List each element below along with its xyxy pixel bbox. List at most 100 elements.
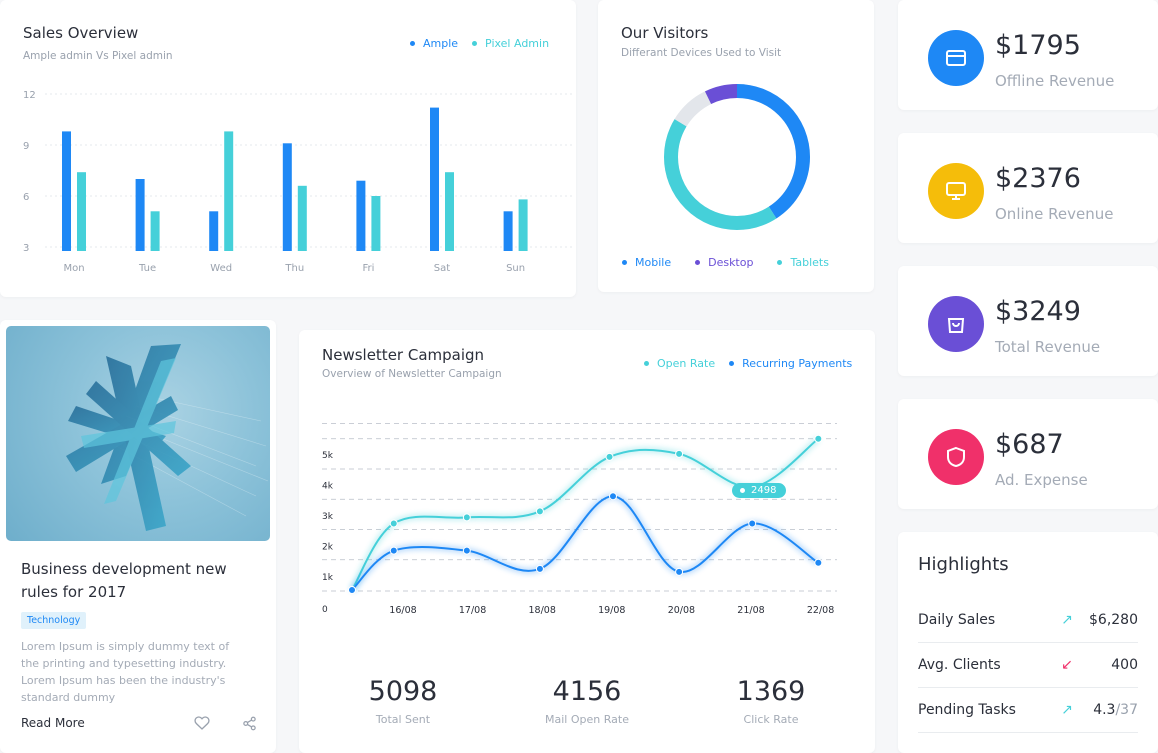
x-tick-label: Sat [434, 263, 450, 274]
x-tick-label: Thu [284, 263, 304, 274]
highlight-name: Daily Sales [918, 612, 996, 628]
highlight-row-daily-sales[interactable]: Daily Sales ↗ $6,280 [918, 598, 1138, 643]
bar [503, 211, 513, 251]
stat-value: 5098 [368, 676, 438, 707]
data-point [348, 586, 356, 594]
legend-mobile[interactable]: Mobile [622, 256, 671, 269]
blog-title[interactable]: Business development new rules for 2017 [21, 560, 227, 601]
stat-label: Click Rate [743, 713, 799, 726]
share-icon[interactable] [242, 716, 257, 735]
y-tick-label: 3 [23, 243, 29, 254]
bar [371, 196, 381, 251]
newsletter-subtitle: Overview of Newsletter Campaign [322, 368, 502, 380]
bar [356, 180, 366, 251]
blog-image[interactable] [6, 326, 270, 541]
x-tick-label: Sun [506, 263, 525, 274]
legend-pixel-admin[interactable]: Pixel Admin [472, 37, 549, 50]
bar [77, 172, 86, 251]
x-tick-label: 18/08 [529, 605, 556, 616]
x-tick-label: Fri [362, 263, 374, 274]
arrow-up-right-icon: ↗ [1061, 612, 1073, 628]
newsletter-line-chart: 0 1k 2k 3k 4k 5k 16/08 17/08 18/08 19/08 20/08 21/0… [322, 423, 837, 616]
data-point [462, 546, 471, 555]
sales-subtitle: Ample admin Vs Pixel admin [23, 50, 173, 62]
data-point [605, 452, 614, 461]
arrow-down-left-icon: ↙ [1061, 657, 1073, 673]
legend-open-rate[interactable]: Open Rate [644, 357, 715, 370]
legend-label: Tablets [790, 256, 829, 269]
data-point [535, 507, 544, 516]
stat-value: 1369 [736, 676, 806, 707]
highlight-name: Pending Tasks [918, 702, 1016, 718]
x-tick-label: 16/08 [389, 605, 416, 616]
blog-body: Lorem Ipsum is simply dummy text of the … [21, 640, 230, 704]
y-tick-label: 3k [322, 512, 334, 522]
donut-slice-tablets [664, 84, 810, 230]
x-tick-label: 22/08 [807, 605, 834, 616]
legend-desktop[interactable]: Desktop [695, 256, 753, 269]
visitors-card: Our Visitors Differant Devices Used to V… [598, 0, 874, 292]
x-tick-label: 17/08 [459, 605, 486, 616]
stat-total-sent: 5098 Total Sent [351, 676, 455, 726]
blog-artwork [66, 344, 269, 531]
legend-dot [777, 260, 783, 265]
legend-tablets[interactable]: Tablets [777, 256, 829, 269]
highlight-value-main: 400 [1111, 657, 1138, 673]
stat-mail-open-rate: 4156 Mail Open Rate [527, 676, 647, 726]
y-tick-label: 4k [322, 482, 334, 492]
legend-dot [622, 260, 627, 265]
stat-value: 4156 [552, 676, 622, 707]
stat-click-rate: 1369 Click Rate [719, 676, 823, 726]
data-point [675, 567, 684, 576]
legend-label: Open Rate [657, 357, 716, 370]
y-tick-label: 5k [322, 451, 334, 461]
legend-recurring-payments[interactable]: Recurring Payments [729, 357, 852, 370]
visitors-legend: Mobile Desktop Tablets [622, 256, 829, 269]
blog-card: Business development new rules for 2017 … [0, 320, 276, 753]
y-tick-label: 1k [322, 573, 334, 583]
bag-icon [928, 296, 984, 352]
bar [297, 185, 307, 251]
legend-dot [695, 260, 701, 265]
highlight-value-suffix: /37 [1115, 702, 1138, 718]
highlight-row-avg-clients[interactable]: Avg. Clients ↙ 400 [918, 643, 1138, 688]
bar [282, 143, 292, 251]
revenue-label: Ad. Expense [995, 471, 1088, 489]
bar [445, 172, 454, 251]
revenue-card-offline: $1795 Offline Revenue [898, 0, 1158, 110]
card-icon [928, 30, 984, 86]
legend-label: Desktop [708, 256, 754, 269]
highlights-title: Highlights [918, 554, 1009, 575]
x-tick-label: Wed [210, 263, 232, 274]
newsletter-title: Newsletter Campaign [322, 346, 485, 364]
legend-label: Ample [423, 37, 459, 50]
y-tick-label: 0 [322, 605, 328, 615]
heart-icon[interactable] [194, 715, 210, 735]
visitors-subtitle: Differant Devices Used to Visit [621, 47, 782, 59]
legend-dot [472, 41, 478, 46]
x-tick-label: Tue [138, 263, 156, 274]
highlight-row-pending-tasks[interactable]: Pending Tasks ↗ 4.3/37 [918, 688, 1138, 733]
data-point [535, 564, 544, 573]
bar [135, 179, 145, 251]
revenue-card-total: $3249 Total Revenue [898, 266, 1158, 376]
read-more-link[interactable]: Read More [21, 716, 85, 730]
x-tick-label: 21/08 [737, 605, 764, 616]
tooltip-dot [740, 488, 745, 493]
x-tick-label: Mon [63, 263, 84, 274]
revenue-value: $2376 [995, 163, 1081, 194]
data-point [462, 513, 471, 522]
highlights-card: Highlights Daily Sales ↗ $6,280 Avg. Cli… [898, 532, 1158, 753]
highlight-value-main: 4.3 [1093, 702, 1116, 718]
stat-label: Total Sent [375, 713, 431, 726]
revenue-label: Online Revenue [995, 205, 1114, 223]
highlight-value: $6,280 [1088, 612, 1138, 628]
revenue-label: Offline Revenue [995, 72, 1115, 90]
tooltip-value: 2498 [751, 485, 777, 496]
legend-label: Recurring Payments [742, 357, 853, 370]
blog-tag[interactable]: Technology [21, 612, 87, 629]
y-tick-label: 6 [23, 192, 29, 203]
bar [62, 131, 71, 251]
bar [209, 211, 219, 251]
legend-ample[interactable]: Ample [410, 37, 458, 50]
